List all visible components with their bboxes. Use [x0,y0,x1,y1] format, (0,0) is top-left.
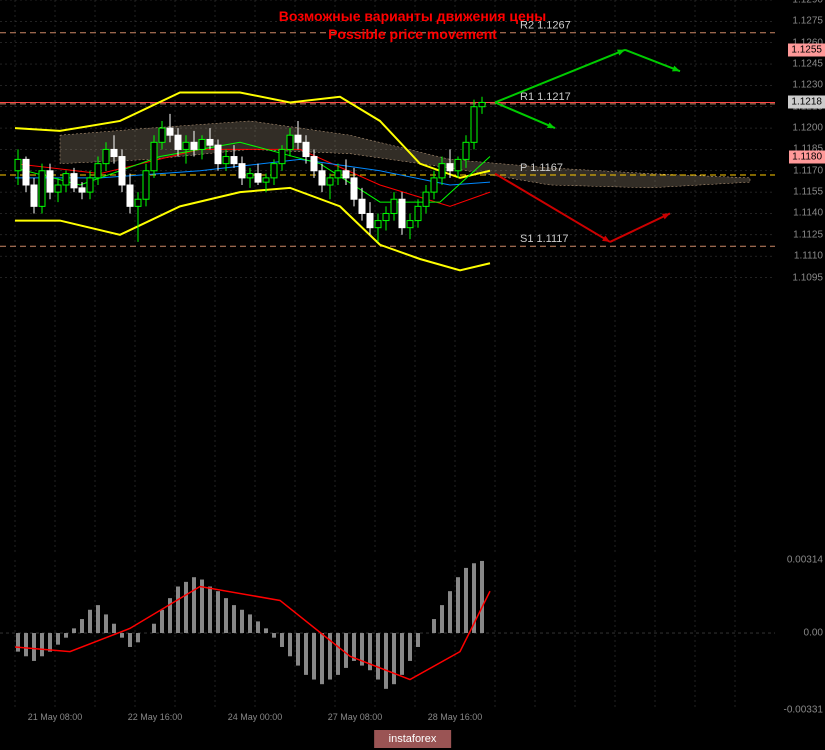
price-tick-label: 1.1125 [793,229,823,240]
current-price-badge: 1.1218 [788,96,825,109]
price-tick-label: 1.1230 [792,80,823,91]
svg-text:R1 1.1217: R1 1.1217 [520,91,571,103]
svg-text:P 1.1167: P 1.1167 [520,162,563,174]
main-price-chart[interactable]: R2 1.1267R1 1.1217P 1.1167S1 1.1117 [0,0,775,555]
price-tick-label: 1.1245 [792,59,823,70]
price-tick-label: 1.1170 [793,165,823,176]
indicator-tick-label: 0.00314 [787,555,823,566]
price-tick-label: 1.1140 [793,208,823,219]
main-chart-svg: R2 1.1267R1 1.1217P 1.1167S1 1.1117 [0,0,775,555]
time-tick-label: 22 May 16:00 [128,712,183,722]
svg-text:S1 1.1117: S1 1.1117 [520,233,569,245]
forex-chart-container: R2 1.1267R1 1.1217P 1.1167S1 1.1117 1.10… [0,0,825,750]
price-tick-label: 1.1200 [792,123,823,134]
indicator-tick-label: -0.00331 [784,705,823,716]
indicator-svg [0,560,775,710]
macd-indicator[interactable] [0,560,775,710]
price-axis: 1.1095 1.1110 1.1125 1.1140 1.1155 1.1170 1.11… [775,0,825,555]
time-tick-label: 27 May 08:00 [328,712,383,722]
time-tick-label: 28 May 16:00 [428,712,483,722]
price-tick-label: 1.1155 [793,187,823,198]
chart-title-en: Possible price movement [0,26,825,42]
time-tick-label: 24 May 00:00 [228,712,283,722]
price-tick-label: 1.1110 [794,251,823,262]
price-tick-label: 1.1290 [792,0,823,6]
indicator-tick-label: 0.00 [804,628,823,639]
price-tick-label: 1.1095 [792,272,823,283]
price-level-badge: 1.1180 [789,150,825,163]
indicator-axis: 0.003140.00-0.00331 [775,560,825,710]
time-tick-label: 21 May 08:00 [28,712,83,722]
price-level-badge: 1.1255 [788,43,825,56]
watermark-badge: instaforex [374,730,452,748]
chart-title-ru: Возможные варианты движения цены [0,8,825,24]
